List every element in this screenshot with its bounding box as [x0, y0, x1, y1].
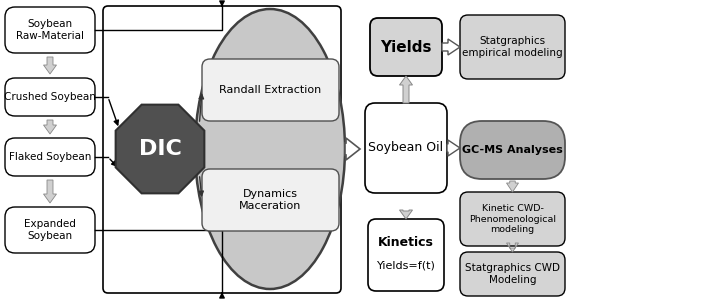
FancyBboxPatch shape	[370, 18, 442, 76]
FancyBboxPatch shape	[460, 15, 565, 79]
FancyBboxPatch shape	[202, 169, 339, 231]
FancyBboxPatch shape	[460, 192, 565, 246]
Text: Yields: Yields	[380, 39, 432, 54]
Text: Yields=f(t): Yields=f(t)	[376, 260, 435, 270]
Text: Statgraphics
empirical modeling: Statgraphics empirical modeling	[462, 36, 563, 58]
Text: Kinetics: Kinetics	[378, 237, 434, 250]
FancyBboxPatch shape	[202, 59, 339, 121]
Polygon shape	[506, 181, 518, 192]
FancyBboxPatch shape	[5, 7, 95, 53]
Text: Kinetic CWD-
Phenomenological
modeling: Kinetic CWD- Phenomenological modeling	[469, 204, 556, 234]
Text: Soybean
Raw-Material: Soybean Raw-Material	[16, 19, 84, 41]
FancyBboxPatch shape	[5, 78, 95, 116]
Polygon shape	[447, 140, 460, 156]
FancyBboxPatch shape	[365, 103, 447, 193]
Polygon shape	[345, 138, 360, 160]
Text: Flaked Soybean: Flaked Soybean	[9, 152, 91, 162]
Text: Randall Extraction: Randall Extraction	[219, 85, 322, 95]
FancyBboxPatch shape	[5, 207, 95, 253]
Text: DIC: DIC	[138, 139, 182, 159]
Text: GC-MS Analyses: GC-MS Analyses	[462, 145, 563, 155]
Text: Dynamics
Maceration: Dynamics Maceration	[239, 189, 301, 211]
FancyBboxPatch shape	[460, 252, 565, 296]
Polygon shape	[506, 243, 518, 252]
FancyBboxPatch shape	[103, 6, 341, 293]
Ellipse shape	[195, 9, 345, 289]
Text: Soybean Oil: Soybean Oil	[368, 141, 443, 154]
Polygon shape	[43, 180, 56, 203]
Polygon shape	[115, 105, 204, 193]
Polygon shape	[442, 39, 460, 55]
Polygon shape	[399, 76, 412, 103]
FancyBboxPatch shape	[368, 219, 444, 291]
Text: Expanded
Soybean: Expanded Soybean	[24, 219, 76, 241]
Polygon shape	[399, 210, 412, 219]
Text: Crushed Soybean: Crushed Soybean	[4, 92, 96, 102]
FancyBboxPatch shape	[5, 138, 95, 176]
FancyBboxPatch shape	[460, 121, 565, 179]
Text: Statgraphics CWD
Modeling: Statgraphics CWD Modeling	[465, 263, 560, 285]
Polygon shape	[43, 57, 56, 74]
Polygon shape	[43, 120, 56, 134]
